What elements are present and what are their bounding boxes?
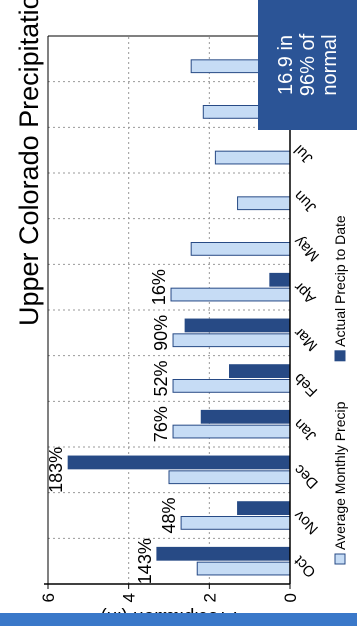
x-tick-label: Nov bbox=[290, 506, 321, 537]
bars bbox=[67, 59, 291, 576]
actual-bar bbox=[156, 546, 291, 561]
average-bar bbox=[237, 196, 291, 211]
summary-line: 16.9 in bbox=[275, 35, 297, 95]
actual-bar bbox=[184, 318, 291, 333]
chart-title: Upper Colorado Precipitation bbox=[14, 0, 44, 326]
bottom-rule bbox=[0, 613, 357, 626]
average-bar bbox=[172, 424, 291, 439]
average-bar bbox=[196, 561, 291, 576]
y-tick-label: 4 bbox=[120, 593, 139, 602]
data-label: 52% bbox=[151, 360, 171, 396]
actual-bar bbox=[67, 455, 291, 470]
data-label: 90% bbox=[151, 315, 171, 351]
x-tick-label: Jun bbox=[291, 187, 320, 216]
average-bar bbox=[214, 150, 291, 165]
legend: Average Monthly Precip Actual Precip to D… bbox=[332, 215, 348, 565]
x-tick-label: May bbox=[290, 232, 322, 264]
actual-bar bbox=[200, 409, 291, 424]
x-tick-label: Oct bbox=[290, 552, 319, 581]
summary-box-background bbox=[258, 0, 357, 130]
x-tick-label: Apr bbox=[291, 278, 320, 307]
legend-swatch-average bbox=[334, 553, 346, 565]
average-bar bbox=[180, 516, 291, 530]
summary-box-text: 16.9 in 96% of normal bbox=[275, 33, 341, 96]
data-label: 76% bbox=[151, 406, 171, 442]
x-tick-label: Mar bbox=[291, 324, 321, 354]
average-bar bbox=[172, 379, 291, 393]
y-tick-label: 2 bbox=[200, 593, 219, 602]
average-bar bbox=[168, 470, 291, 485]
x-tick-label: Dec bbox=[290, 461, 321, 492]
summary-line: 96% of bbox=[297, 33, 319, 96]
x-tick-label: Jan bbox=[291, 415, 320, 444]
x-tick-label: Jul bbox=[291, 141, 317, 167]
actual-bar bbox=[269, 272, 291, 287]
y-tick-label: 0 bbox=[281, 593, 300, 602]
average-bar bbox=[190, 241, 291, 256]
data-label: 143% bbox=[135, 538, 155, 584]
y-ticks: 0 2 4 6 bbox=[39, 584, 300, 602]
y-tick-label: 6 bbox=[39, 593, 58, 602]
average-bar bbox=[170, 287, 291, 302]
data-labels: 143%48% 183% 76% 52% 90% 16% bbox=[46, 269, 179, 584]
actual-bar bbox=[229, 364, 291, 378]
actual-bar bbox=[237, 501, 291, 515]
legend-label-actual: Actual Precip to Date bbox=[332, 215, 348, 347]
data-label: 48% bbox=[159, 497, 179, 533]
legend-swatch-actual bbox=[334, 350, 346, 362]
legend-label-average: Average Monthly Precip bbox=[332, 401, 348, 550]
average-bar bbox=[172, 333, 291, 348]
data-label: 16% bbox=[149, 269, 169, 305]
summary-line: normal bbox=[319, 34, 341, 95]
x-tick-label: Feb bbox=[291, 370, 321, 400]
data-label: 183% bbox=[46, 447, 66, 493]
summary-box: 16.9 in 96% of normal bbox=[258, 0, 357, 130]
